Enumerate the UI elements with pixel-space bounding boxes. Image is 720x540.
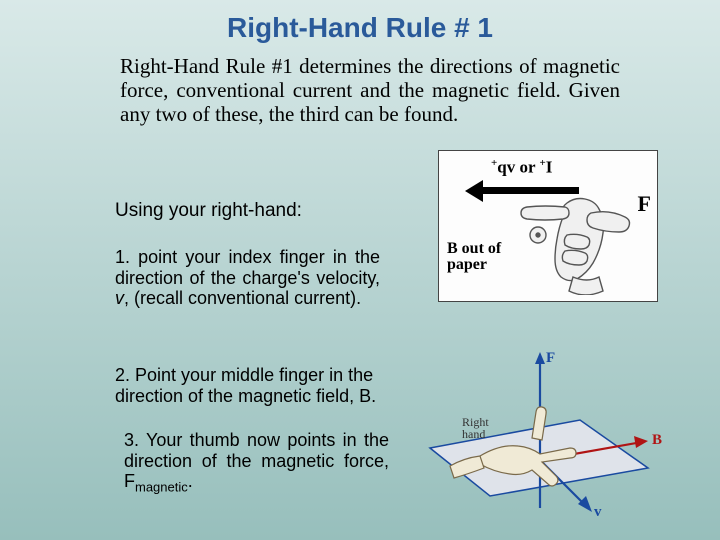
- step-3: 3. Your thumb now points in the directio…: [124, 430, 389, 496]
- step3-text-b: .: [188, 471, 193, 491]
- figure-hand-bottom: F B v Right hand: [410, 348, 670, 523]
- fig1-b-line1: B out of: [447, 240, 501, 257]
- fig1-qv-text: qv or: [497, 158, 539, 177]
- step3-sub: magnetic: [135, 480, 188, 495]
- step1-v: v: [115, 288, 124, 308]
- page-title: Right-Hand Rule # 1: [0, 12, 720, 44]
- fig1-b-label: B out of paper: [447, 241, 501, 273]
- f-arrowhead-icon: [535, 352, 545, 364]
- using-heading: Using your right-hand:: [115, 200, 375, 222]
- step-1: 1. point your index finger in the direct…: [115, 247, 380, 309]
- step-2: 2. Point your middle finger in the direc…: [115, 365, 390, 406]
- hand-icon: [517, 177, 637, 295]
- fig2-f-label: F: [546, 350, 555, 366]
- fig1-I: I: [546, 158, 553, 177]
- fig2-v-label: v: [594, 504, 602, 520]
- fig2-b-label: B: [652, 432, 662, 448]
- b-arrowhead-icon: [634, 436, 648, 448]
- fig1-f-label: F: [638, 191, 651, 217]
- step1-text-b: , (recall conventional current).: [124, 288, 361, 308]
- fig1-b-line2: paper: [447, 256, 487, 273]
- step1-text-a: 1. point your index finger in the direct…: [115, 247, 380, 288]
- intro-paragraph: Right-Hand Rule #1 determines the direct…: [120, 54, 620, 126]
- figure-hand-top: +qv or +I B out of paper F: [438, 150, 658, 302]
- fig1-qv-label: +qv or +I: [491, 157, 552, 178]
- v-arrowhead-icon: [578, 496, 592, 512]
